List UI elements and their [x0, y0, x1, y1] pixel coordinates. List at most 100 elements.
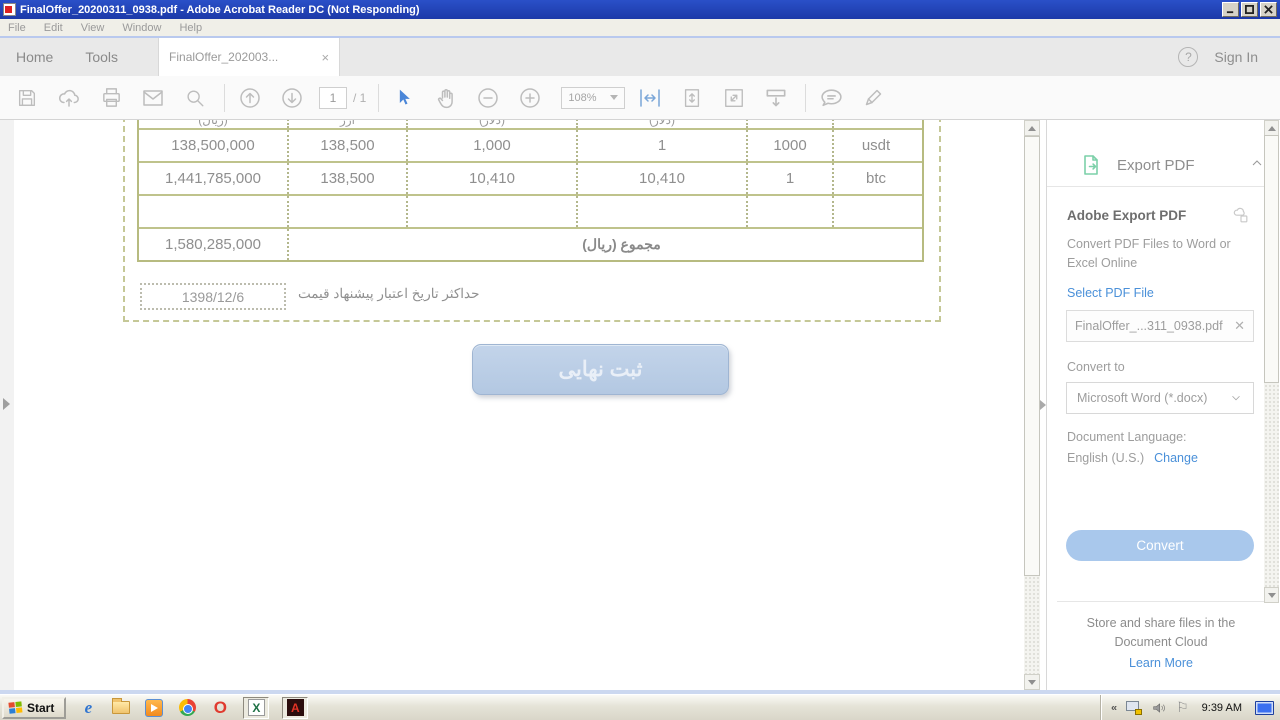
hidden-icons-chevron-icon[interactable]: «	[1110, 702, 1118, 713]
table-row: 138,500,000 138,500 1,000 1 1000 usdt	[139, 130, 922, 163]
validity-date-field[interactable]: 1398/12/6	[140, 283, 286, 310]
selected-file-box: FinalOffer_...311_0938.pdf ✕	[1066, 310, 1254, 342]
scroll-up-icon[interactable]	[1024, 120, 1040, 136]
table-cell: 138,500	[289, 163, 408, 194]
sign-in-button[interactable]: Sign In	[1214, 49, 1258, 65]
menu-help[interactable]: Help	[179, 21, 203, 34]
chevron-down-icon	[1232, 395, 1240, 401]
cloud-service-icon	[1231, 206, 1251, 231]
panel-scrollbar[interactable]	[1264, 120, 1279, 603]
tab-bar: Home Tools FinalOffer_202003... × ? Sign…	[0, 38, 1280, 76]
toolbar-separator	[224, 83, 225, 112]
table-cell	[289, 196, 408, 227]
fit-width-icon[interactable]	[635, 83, 665, 113]
convert-button[interactable]: Convert	[1066, 530, 1254, 561]
panel-divider	[1057, 601, 1267, 602]
tab-close-icon[interactable]: ×	[321, 49, 330, 65]
save-icon[interactable]	[12, 83, 42, 113]
table-cell: 1000	[748, 130, 834, 161]
window-title: FinalOffer_20200311_0938.pdf - Adobe Acr…	[20, 3, 420, 16]
scrollbar-thumb[interactable]	[1024, 136, 1040, 576]
scroll-up-icon[interactable]	[1264, 120, 1279, 136]
maximize-button[interactable]	[1241, 2, 1258, 17]
menu-edit[interactable]: Edit	[43, 21, 63, 34]
selected-file-name: FinalOffer_...311_0938.pdf	[1075, 319, 1223, 333]
table-cell	[834, 196, 918, 227]
header-cell	[834, 120, 918, 128]
scroll-mode-icon[interactable]	[761, 83, 791, 113]
table-cell	[139, 196, 289, 227]
chevron-up-icon[interactable]	[1249, 155, 1265, 176]
export-pdf-header[interactable]: Export PDF	[1047, 144, 1265, 186]
document-language-label: Document Language:	[1067, 430, 1187, 444]
scroll-down-icon[interactable]	[1264, 587, 1279, 603]
acrobat-taskbar-button[interactable]: A	[282, 696, 309, 719]
help-icon[interactable]: ?	[1178, 47, 1199, 67]
hand-tool-icon[interactable]	[431, 83, 461, 113]
learn-more-link[interactable]: Learn More	[1129, 656, 1193, 670]
page-number-input[interactable]: 1	[319, 86, 347, 109]
navigation-pane-expand-icon[interactable]	[3, 398, 10, 410]
zoom-level-select[interactable]: 108%	[561, 86, 626, 109]
format-dropdown[interactable]: Microsoft Word (*.docx)	[1066, 382, 1254, 414]
previous-page-icon[interactable]	[235, 83, 265, 113]
scrollbar-thumb[interactable]	[1264, 135, 1279, 383]
content-area: (ریال) ارز (دلار) (دلار) 138,500,000 138…	[0, 120, 1280, 690]
page-count-label: / 1	[353, 90, 367, 105]
menu-view[interactable]: View	[80, 21, 105, 34]
media-player-icon[interactable]	[144, 698, 164, 718]
total-value-cell: 1,580,285,000	[139, 229, 289, 260]
next-page-icon[interactable]	[277, 83, 307, 113]
start-button[interactable]: Start	[2, 696, 67, 719]
network-security-icon[interactable]	[1126, 700, 1143, 715]
comment-icon[interactable]	[816, 83, 846, 113]
fit-page-icon[interactable]	[677, 83, 707, 113]
title-bar[interactable]: FinalOffer_20200311_0938.pdf - Adobe Acr…	[0, 0, 1280, 19]
zoom-in-icon[interactable]	[515, 83, 545, 113]
highlighter-icon[interactable]	[858, 83, 888, 113]
menu-file[interactable]: File	[8, 21, 26, 34]
panel-divider	[1047, 186, 1264, 187]
tab-document[interactable]: FinalOffer_202003... ×	[158, 38, 341, 76]
panel-collapse-icon[interactable]	[1040, 400, 1046, 410]
remove-file-icon[interactable]: ✕	[1234, 318, 1245, 333]
document-cloud-promo: Store and share files in the Document Cl…	[1086, 616, 1236, 649]
change-language-link[interactable]: Change	[1154, 451, 1198, 465]
volume-icon[interactable]	[1151, 700, 1167, 716]
chrome-icon[interactable]	[177, 698, 197, 718]
header-cell	[748, 120, 834, 128]
scroll-down-icon[interactable]	[1024, 674, 1040, 690]
toolbar: 1 / 1 108%	[0, 76, 1280, 120]
pdf-page[interactable]: (ریال) ارز (دلار) (دلار) 138,500,000 138…	[0, 120, 1046, 690]
clock[interactable]: 9:39 AM	[1201, 701, 1242, 714]
select-tool-icon[interactable]	[389, 83, 419, 113]
final-submit-button[interactable]: ثبت نهایی	[472, 344, 729, 395]
cloud-upload-icon[interactable]	[54, 83, 84, 113]
validity-date-label: حداکثر تاریخ اعتبار پیشنهاد قیمت	[298, 286, 480, 301]
select-pdf-file-link[interactable]: Select PDF File	[1067, 286, 1154, 300]
offer-table: (ریال) ارز (دلار) (دلار) 138,500,000 138…	[137, 120, 924, 262]
table-cell: 1,441,785,000	[139, 163, 289, 194]
actual-size-icon[interactable]	[719, 83, 749, 113]
tab-tools[interactable]: Tools	[85, 49, 119, 65]
menu-window[interactable]: Window	[122, 21, 162, 34]
search-icon[interactable]	[180, 83, 210, 113]
table-cell: btc	[865, 170, 886, 187]
export-pdf-icon	[1084, 155, 1098, 175]
internet-explorer-icon[interactable]: e	[84, 697, 93, 717]
table-cell: 1	[578, 130, 748, 161]
zoom-out-icon[interactable]	[473, 83, 503, 113]
print-icon[interactable]	[96, 83, 126, 113]
document-scrollbar[interactable]	[1024, 120, 1040, 690]
close-button[interactable]	[1260, 2, 1277, 17]
file-explorer-icon[interactable]	[111, 698, 131, 718]
display-icon[interactable]	[1255, 700, 1274, 715]
windows-logo-icon	[8, 700, 23, 714]
opera-icon[interactable]: O	[213, 697, 227, 717]
minimize-button[interactable]	[1222, 2, 1239, 17]
excel-taskbar-button[interactable]: X	[243, 696, 270, 719]
security-flag-icon[interactable]: ⚐	[1176, 699, 1189, 715]
tab-home[interactable]: Home	[16, 49, 54, 65]
table-total-row: 1,580,285,000 مجموع (ریال)	[139, 229, 922, 260]
email-icon[interactable]	[138, 83, 168, 113]
